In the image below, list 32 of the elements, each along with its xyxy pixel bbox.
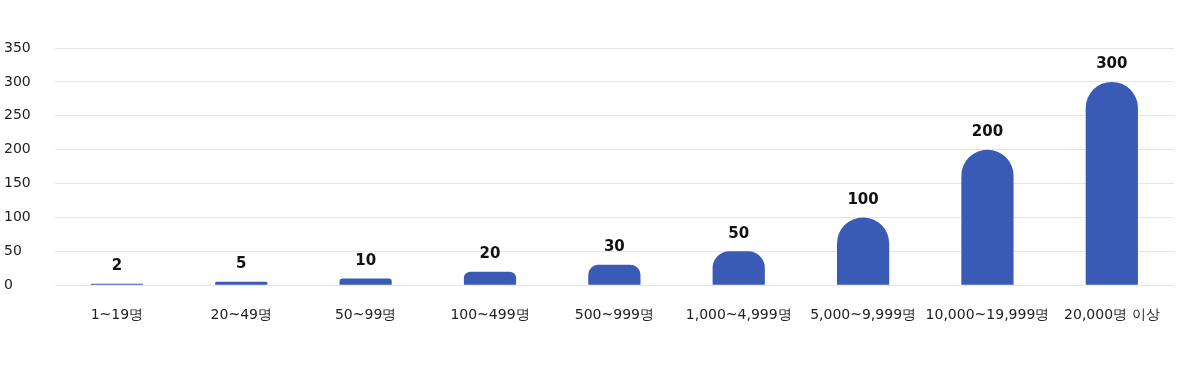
data-label: 20 xyxy=(479,244,501,263)
x-tick-label: 1,000~4,999명 xyxy=(685,306,792,323)
x-tick-label: 100~499명 xyxy=(450,306,530,323)
data-label: 2 xyxy=(111,256,123,275)
bar xyxy=(339,278,392,285)
x-tick-label: 5,000~9,999명 xyxy=(810,306,917,323)
x-tick-label: 20~49명 xyxy=(210,306,272,323)
bar xyxy=(215,281,268,285)
x-tick-label: 50~99명 xyxy=(334,306,397,323)
y-tick-label: 0 xyxy=(4,275,13,292)
data-label: 50 xyxy=(728,223,750,242)
x-tick-label: 20,000명 이상 xyxy=(1064,306,1160,323)
y-tick-label: 300 xyxy=(4,72,31,89)
bar xyxy=(588,264,641,285)
data-label: 10 xyxy=(355,250,377,269)
x-tick-label: 500~999명 xyxy=(574,306,654,323)
y-tick-label: 150 xyxy=(4,174,31,191)
y-tick-label: 100 xyxy=(4,208,31,225)
y-tick-label: 50 xyxy=(4,241,22,258)
x-tick-label: 1~19명 xyxy=(90,306,144,323)
bar xyxy=(1085,81,1138,285)
y-tick-label: 250 xyxy=(4,106,31,123)
bar xyxy=(961,149,1014,285)
y-tick-label: 200 xyxy=(4,140,31,157)
bar xyxy=(463,271,517,285)
data-label: 5 xyxy=(236,254,247,273)
y-tick-label: 350 xyxy=(4,38,31,55)
data-label: 100 xyxy=(847,189,879,208)
data-label: 30 xyxy=(603,237,625,256)
x-tick-label: 10,000~19,999명 xyxy=(925,306,1050,323)
data-label: 300 xyxy=(1096,54,1128,73)
data-label: 200 xyxy=(971,122,1004,141)
